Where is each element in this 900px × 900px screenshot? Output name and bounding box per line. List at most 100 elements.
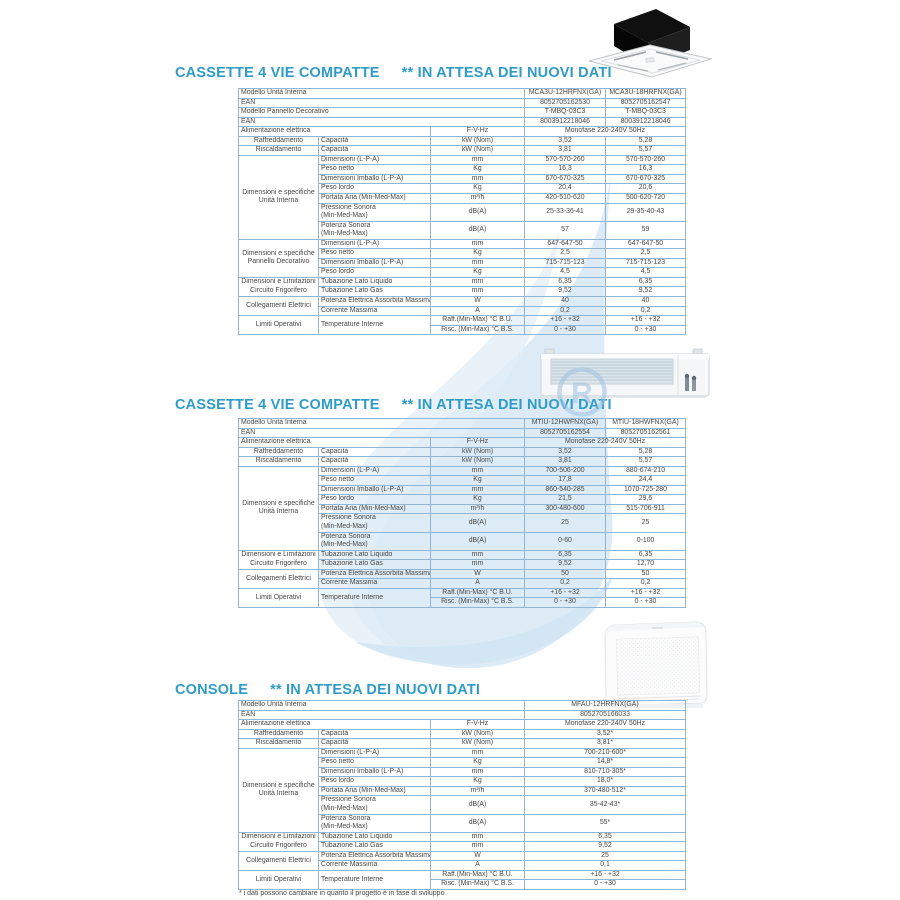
table-cell: Risc. (Min-Max) °C B.S. <box>430 324 525 336</box>
table-cell: dB(A) <box>430 531 525 551</box>
table-cell: kW (Nom) <box>430 456 525 467</box>
table-cell: Modello Unità Interna <box>238 88 525 99</box>
table-cell: 0 - +30 <box>524 879 686 890</box>
table-cell: 55* <box>524 813 686 833</box>
table-cell: Capacità <box>318 728 431 740</box>
table-row: Collegamenti Elettrici Potenza Elettrica … <box>238 568 686 589</box>
table-row: Peso lordo Kg 4,5 4,5 <box>239 267 686 278</box>
table-cell: 5,28 <box>605 446 686 458</box>
table-row: Alimentazione elettrica F-V-Hz Monofase 22… <box>238 126 686 137</box>
table-row: Pressione Sonora (Min-Med-Max) dB(A) 25-33… <box>239 202 686 222</box>
table-cell: 20,4 <box>524 183 606 194</box>
table-cell: Riscaldamento <box>238 145 319 156</box>
table-cell: 50 <box>605 568 686 580</box>
table-cell: Peso lordo <box>318 494 431 505</box>
table-cell: mm <box>430 841 525 852</box>
table-cell: Modello Pannello Decorativo <box>238 107 525 118</box>
table-cell: Kg <box>430 494 525 505</box>
table-cell: Alimentazione elettrica <box>238 719 431 730</box>
table-cell: 500-620-720 <box>605 193 686 204</box>
table-cell: Dimensioni e Limitazioni Circuito Frigor… <box>238 549 319 570</box>
table-cell: 5,28 <box>605 135 686 147</box>
table-cell: 9,52 <box>524 841 686 852</box>
table-cell: mm <box>430 549 525 561</box>
table-row: Riscaldamento Capacità kW (Nom) 3,81* <box>238 738 686 749</box>
table-cell: 21,5 <box>524 494 606 505</box>
table-cell: Peso lordo <box>318 267 431 278</box>
table-cell: MCA3U-12HRFNX(GA) <box>524 88 606 99</box>
table-cell: 8003912218046 <box>524 116 606 128</box>
table-cell: Peso lordo <box>318 776 431 787</box>
table-cell: 3,52* <box>524 728 686 740</box>
table-cell: 18,0* <box>524 776 686 787</box>
table-cell: Peso netto <box>318 475 431 486</box>
table-cell: mm <box>430 257 525 269</box>
table-cell: Corrente Massima <box>318 305 431 317</box>
table-row: Pressione Sonora (Min-Med-Max) dB(A) 35-42… <box>239 795 686 815</box>
table-cell: mm <box>430 747 525 759</box>
table-cell: 8052705162561 <box>605 427 686 439</box>
table-row: EAN 8052705162554 8052705162561 <box>238 427 686 439</box>
table-cell: T-MBQ-03C3 <box>524 107 606 118</box>
table-row: Modello Pannello Decorativo T-MBQ-03C3 T-M… <box>238 107 686 118</box>
table-cell: EAN <box>238 427 525 439</box>
table-cell: Pressione Sonora (Min-Med-Max) <box>318 202 431 222</box>
table-cell: 3,81 <box>524 145 606 156</box>
table-cell: Tubazione Lato Gas <box>318 286 431 298</box>
table-cell: Kg <box>430 248 525 259</box>
table-cell: Monofase 220-240V 50Hz <box>524 437 686 448</box>
table-cell: +16 - +32 <box>605 315 686 326</box>
table-cell: Kg <box>430 475 525 486</box>
table-cell: 0,2 <box>524 305 606 317</box>
table-cell: EAN <box>238 116 525 128</box>
table-cell: 40 <box>605 296 686 307</box>
table-cell: 715-715-123 <box>524 257 606 269</box>
table-cell: 25 <box>605 513 686 533</box>
table-cell: Dimensioni Imballo (L-P-A) <box>318 257 431 269</box>
table-cell: Peso netto <box>318 248 431 259</box>
table-cell: Raffreddamento <box>238 728 319 740</box>
table-cell: mm <box>430 559 525 570</box>
table-cell: +16 - +32 <box>524 869 686 881</box>
table-cell: Potenza Elettrica Assorbita Massima <box>318 850 431 862</box>
table-cell: 0,2 <box>605 578 686 589</box>
table-cell: Dimensioni (L-P-A) <box>318 465 431 477</box>
table-cell: kW (Nom) <box>430 145 525 156</box>
table-cell: m³/h <box>430 785 525 797</box>
table-cell: Riscaldamento <box>238 456 319 467</box>
section-title-cassette-2: CASSETTE 4 VIE COMPATTE ** IN ATTESA DEI … <box>175 397 612 413</box>
table-cell: 880-674-210 <box>605 465 686 477</box>
table-cell: Peso lordo <box>318 183 431 194</box>
table-cell: dB(A) <box>430 202 525 222</box>
table-row: Modello Unità Interna MCA3U-12HRFNX(GA) MC… <box>238 88 686 99</box>
table-cell: 2,5 <box>524 248 606 259</box>
table-cell: Risc. (Min-Max) °C B.S. <box>430 597 525 608</box>
table-cell: 12,70 <box>605 559 686 570</box>
table-cell: 420-510-620 <box>524 193 606 204</box>
table-cell: F-V-Hz <box>430 719 525 730</box>
table-cell: 0 - +30 <box>524 597 606 608</box>
table-cell: kW (Nom) <box>430 728 525 740</box>
table-cell: Potenza Sonora (Min-Med-Max) <box>318 531 431 551</box>
table-cell: Tubazione Lato Liquido <box>318 549 431 561</box>
table-cell: 0,2 <box>524 578 606 589</box>
table-cell: +16 - +32 <box>605 587 686 599</box>
table-row: Dimensioni e specifiche Pannello Decorat… <box>238 238 686 278</box>
table-cell: Temperature Interne <box>318 587 431 608</box>
table-cell: Tubazione Lato Gas <box>318 559 431 570</box>
spec-table: Modello Unità Interna MCA3U-12HRFNX(GA) MC… <box>238 88 686 336</box>
table-row: Portata Aria (Min-Med-Max) m³/h 370-480-51… <box>239 785 686 797</box>
table-cell: 8052705166033 <box>524 709 686 721</box>
table-cell: 35-42-43* <box>524 795 686 815</box>
table-cell: 0 - +30 <box>524 324 606 336</box>
table-cell: Portata Aria (Min-Med-Max) <box>318 503 431 515</box>
table-cell: MTIU-12HWFNX(GA) <box>524 418 606 429</box>
table-cell: 3,52 <box>524 135 606 147</box>
table-cell: 9,52 <box>524 286 606 298</box>
table-cell: MCA3U-18HRFNX(GA) <box>605 88 686 99</box>
section-1-title-text: CASSETTE 4 VIE COMPATTE <box>175 65 380 81</box>
table-cell: Kg <box>430 776 525 787</box>
table-cell: Dimensioni e Limitazioni Circuito Frigor… <box>238 831 319 852</box>
table-cell: 29-35-40-43 <box>605 202 686 222</box>
table-cell: Modello Unità Interna <box>238 700 525 711</box>
